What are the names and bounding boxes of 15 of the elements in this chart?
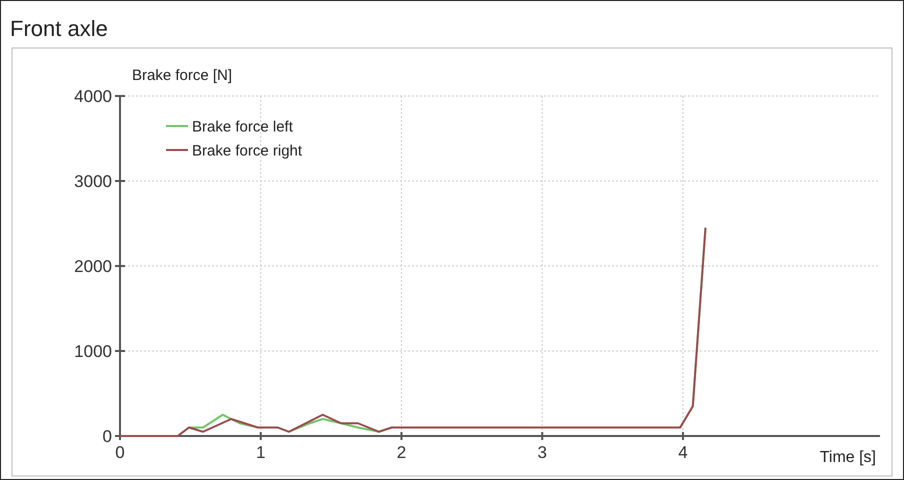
x-tick-label: 4 (678, 443, 688, 462)
x-tick-label: 1 (256, 443, 266, 462)
legend-label: Brake force left (192, 118, 294, 136)
x-tick-label: 3 (537, 443, 547, 462)
x-tick-label: 0 (115, 443, 125, 462)
y-tick-label: 4000 (74, 86, 112, 106)
x-axis-title: Time [s] (820, 449, 876, 466)
y-tick-label: 3000 (74, 172, 112, 191)
y-tick-label: 0 (102, 426, 112, 446)
x-tick-label: 2 (396, 443, 406, 462)
legend-label: Brake force right (192, 142, 303, 160)
y-tick-label: 1000 (74, 342, 112, 361)
chart-title: Front axle (10, 16, 108, 41)
y-tick-label: 2000 (74, 256, 112, 276)
y-axis-title: Brake force [N] (132, 67, 232, 84)
